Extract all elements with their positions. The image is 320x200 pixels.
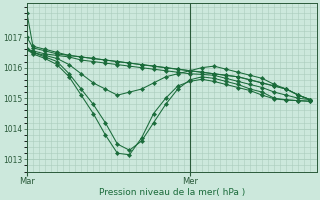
X-axis label: Pression niveau de la mer( hPa ): Pression niveau de la mer( hPa ) xyxy=(99,188,245,197)
